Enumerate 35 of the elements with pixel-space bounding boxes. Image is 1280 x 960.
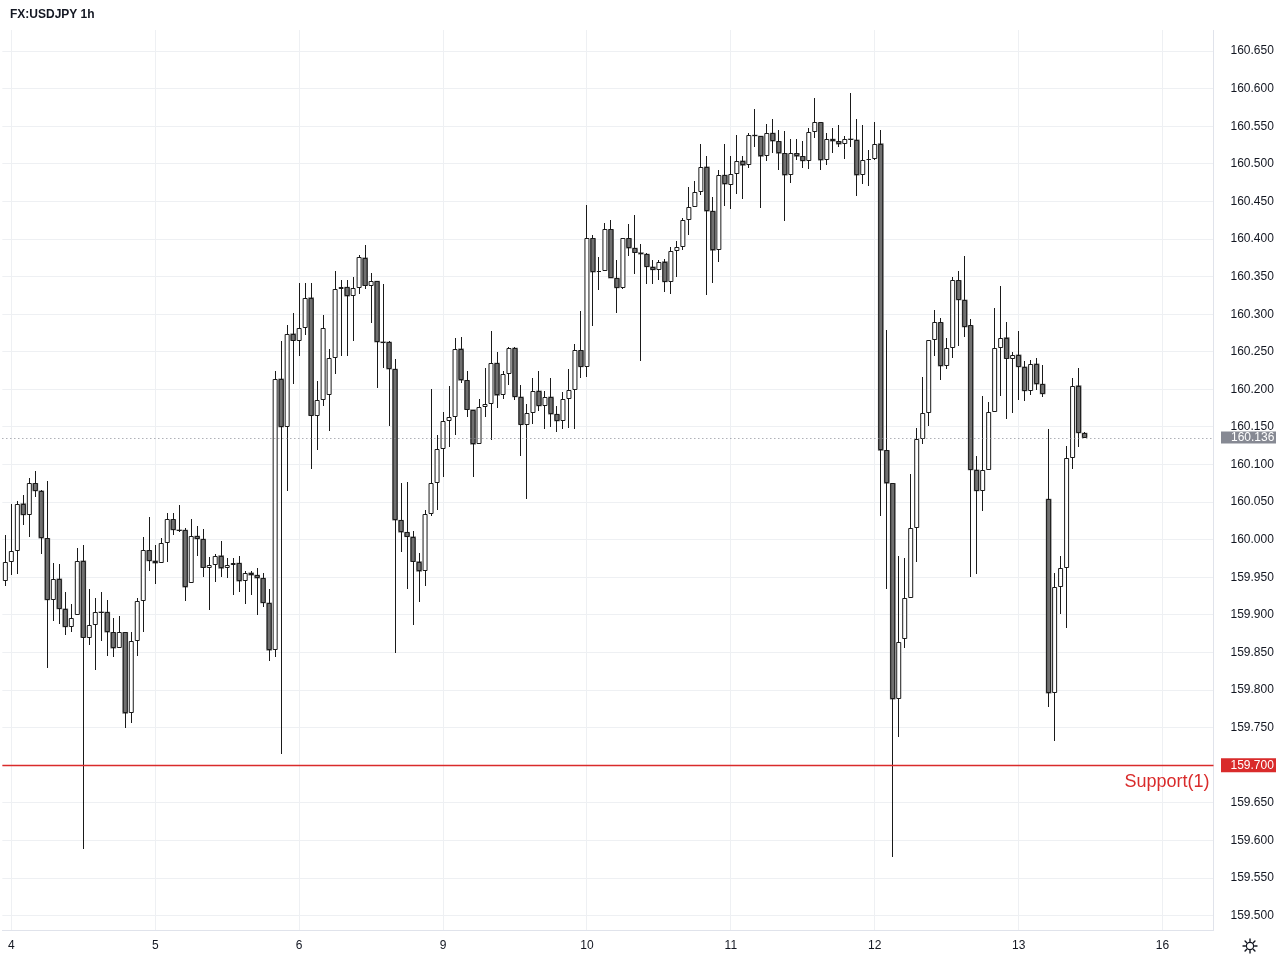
- x-tick-label: 11: [724, 937, 738, 952]
- y-tick-label: 159.550: [1230, 870, 1275, 885]
- y-tick-label: 160.550: [1230, 118, 1275, 133]
- x-tick-label: 10: [580, 937, 594, 952]
- ref-line-label: Support(1): [1124, 771, 1210, 792]
- y-tick-label: 160.000: [1230, 532, 1275, 547]
- y-tick-label: 159.950: [1230, 569, 1275, 584]
- y-tick-label: 160.500: [1230, 156, 1275, 171]
- ref-line-label: 160.136: [1231, 430, 1275, 445]
- x-tick-label: 12: [868, 937, 882, 952]
- y-tick-label: 160.600: [1230, 80, 1275, 95]
- y-tick-label: 160.100: [1230, 456, 1275, 471]
- y-tick-label: 160.350: [1230, 268, 1275, 283]
- y-tick-label: 160.650: [1230, 43, 1275, 58]
- y-tick-label: 159.800: [1230, 682, 1275, 697]
- x-tick-label: 16: [1155, 937, 1170, 952]
- chart-title: FX:USDJPY 1h: [10, 7, 95, 22]
- x-tick-label: 5: [151, 937, 159, 952]
- y-tick-label: 160.400: [1230, 231, 1275, 246]
- y-tick-label: 159.750: [1230, 720, 1275, 735]
- y-tick-label: 159.500: [1230, 908, 1275, 923]
- y-tick-label: 159.700: [1230, 757, 1275, 772]
- y-tick-label: 160.250: [1230, 344, 1275, 359]
- x-tick-label: 4: [8, 937, 15, 952]
- y-tick-label: 160.200: [1230, 381, 1275, 396]
- x-tick-label: 13: [1011, 937, 1026, 952]
- y-tick-label: 159.850: [1230, 644, 1275, 659]
- x-tick-label: 6: [295, 937, 303, 952]
- y-tick-label: 159.600: [1230, 832, 1275, 847]
- y-tick-label: 160.050: [1230, 494, 1275, 509]
- y-tick-label: 160.450: [1230, 193, 1275, 208]
- x-tick-label: 9: [439, 937, 447, 952]
- y-tick-label: 159.900: [1230, 607, 1275, 622]
- y-tick-label: 159.650: [1230, 795, 1275, 810]
- y-tick-label: 160.300: [1230, 306, 1275, 321]
